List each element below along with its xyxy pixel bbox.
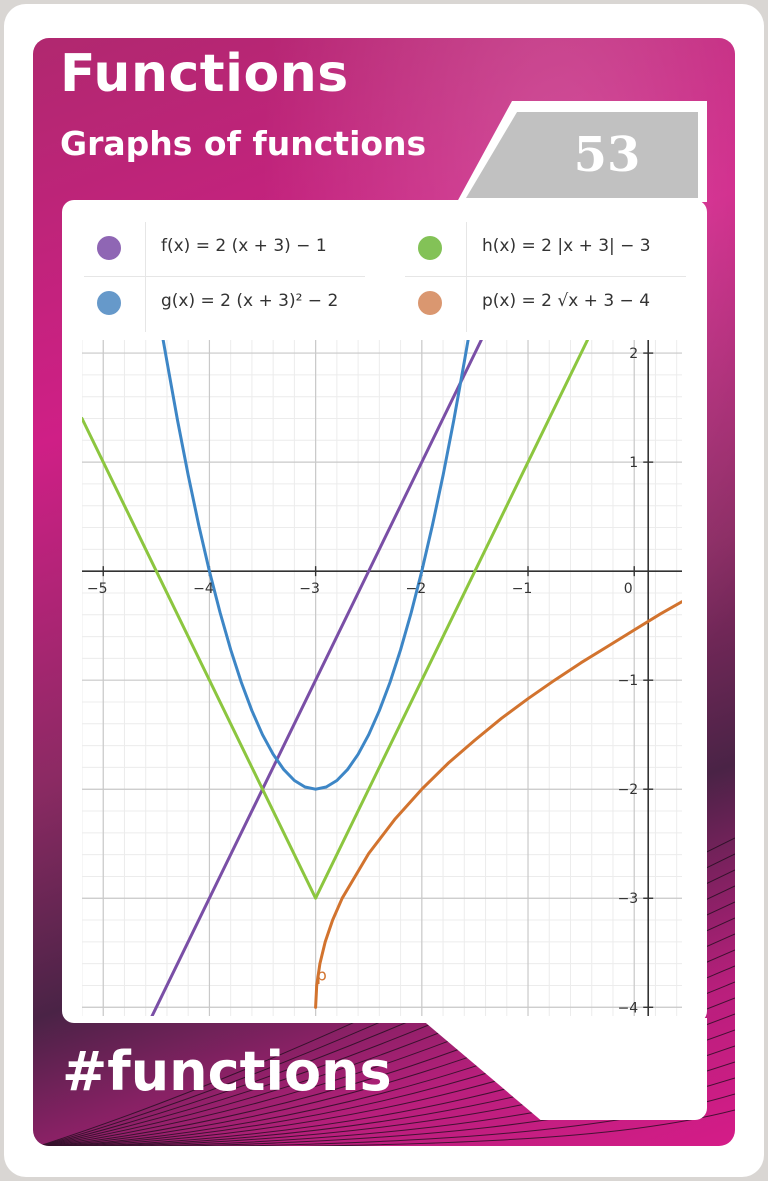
card-title: Functions bbox=[60, 44, 349, 104]
x-tick-label: 0 bbox=[624, 581, 633, 597]
legend-label-p: p(x) = 2 √x + 3 − 4 bbox=[482, 291, 651, 311]
legend-item-g: g(x) = 2 (x + 3)² − 2 bbox=[84, 277, 365, 332]
x-tick-label: −1 bbox=[512, 581, 533, 597]
y-tick-label: −4 bbox=[618, 1000, 639, 1016]
card-hashtag: #functions bbox=[62, 1040, 392, 1103]
function-graph: −5 −4 −3 −2 −1 0 2 1 −1 −2 −3 −4 p bbox=[82, 340, 682, 1016]
y-tick-label: −1 bbox=[618, 673, 639, 689]
legend-label-h: h(x) = 2 |x + 3| − 3 bbox=[482, 236, 651, 256]
legend-dot-f bbox=[97, 236, 121, 260]
series-f-line bbox=[150, 340, 483, 1016]
point-label-p: p bbox=[317, 966, 327, 985]
y-tick-label: 1 bbox=[629, 455, 638, 471]
series-h-line bbox=[82, 340, 589, 900]
y-tick-label: −2 bbox=[618, 782, 639, 798]
legend-item-h: h(x) = 2 |x + 3| − 3 bbox=[405, 222, 686, 277]
card-subtitle: Graphs of functions bbox=[60, 124, 427, 163]
legend-item-f: f(x) = 2 (x + 3) − 1 bbox=[84, 222, 365, 277]
legend-label-f: f(x) = 2 (x + 3) − 1 bbox=[161, 236, 327, 256]
x-tick-label: −5 bbox=[87, 581, 108, 597]
legend-dot-g bbox=[97, 291, 121, 315]
series-p-line bbox=[314, 600, 682, 1009]
legend-item-p: p(x) = 2 √x + 3 − 4 bbox=[405, 277, 686, 332]
x-tick-label: −2 bbox=[406, 581, 427, 597]
legend-label-g: g(x) = 2 (x + 3)² − 2 bbox=[161, 291, 339, 311]
y-tick-label: −3 bbox=[618, 891, 639, 907]
x-tick-label: −4 bbox=[193, 581, 214, 597]
function-legend: f(x) = 2 (x + 3) − 1 h(x) = 2 |x + 3| − … bbox=[84, 222, 686, 332]
legend-dot-p bbox=[418, 291, 442, 315]
x-tick-label: −3 bbox=[299, 581, 320, 597]
graph-panel bbox=[62, 200, 707, 1023]
y-tick-label: 2 bbox=[629, 346, 638, 362]
legend-dot-h bbox=[418, 236, 442, 260]
series-g-line bbox=[161, 340, 470, 791]
card-number: 53 bbox=[573, 127, 641, 183]
